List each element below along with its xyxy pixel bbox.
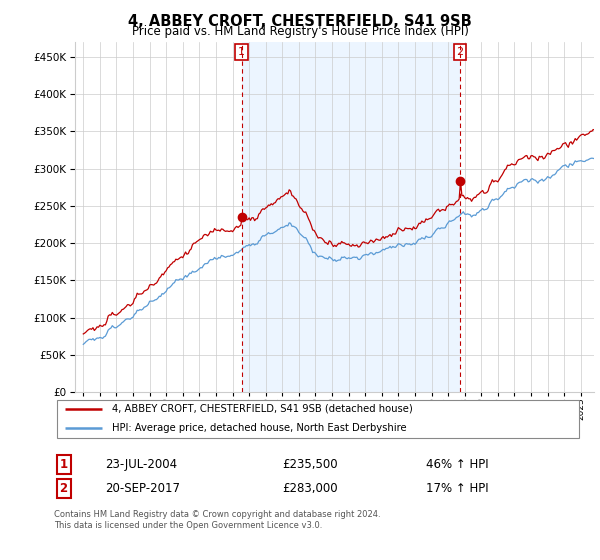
Text: HPI: Average price, detached house, North East Derbyshire: HPI: Average price, detached house, Nort… — [112, 423, 407, 433]
Bar — [242, 42, 460, 392]
FancyBboxPatch shape — [56, 400, 580, 437]
Text: 20-SEP-2017: 20-SEP-2017 — [105, 482, 180, 496]
Text: 2: 2 — [457, 47, 464, 57]
Text: Price paid vs. HM Land Registry's House Price Index (HPI): Price paid vs. HM Land Registry's House … — [131, 25, 469, 38]
Text: 23-JUL-2004: 23-JUL-2004 — [105, 458, 177, 472]
Text: £283,000: £283,000 — [282, 482, 338, 496]
Text: 4, ABBEY CROFT, CHESTERFIELD, S41 9SB (detached house): 4, ABBEY CROFT, CHESTERFIELD, S41 9SB (d… — [112, 404, 413, 414]
Text: 2: 2 — [59, 482, 68, 496]
Text: 1: 1 — [238, 47, 245, 57]
Text: 1: 1 — [59, 458, 68, 472]
Text: £235,500: £235,500 — [282, 458, 338, 472]
Text: 46% ↑ HPI: 46% ↑ HPI — [426, 458, 488, 472]
Text: 4, ABBEY CROFT, CHESTERFIELD, S41 9SB: 4, ABBEY CROFT, CHESTERFIELD, S41 9SB — [128, 14, 472, 29]
Text: Contains HM Land Registry data © Crown copyright and database right 2024.
This d: Contains HM Land Registry data © Crown c… — [54, 510, 380, 530]
Text: 17% ↑ HPI: 17% ↑ HPI — [426, 482, 488, 496]
